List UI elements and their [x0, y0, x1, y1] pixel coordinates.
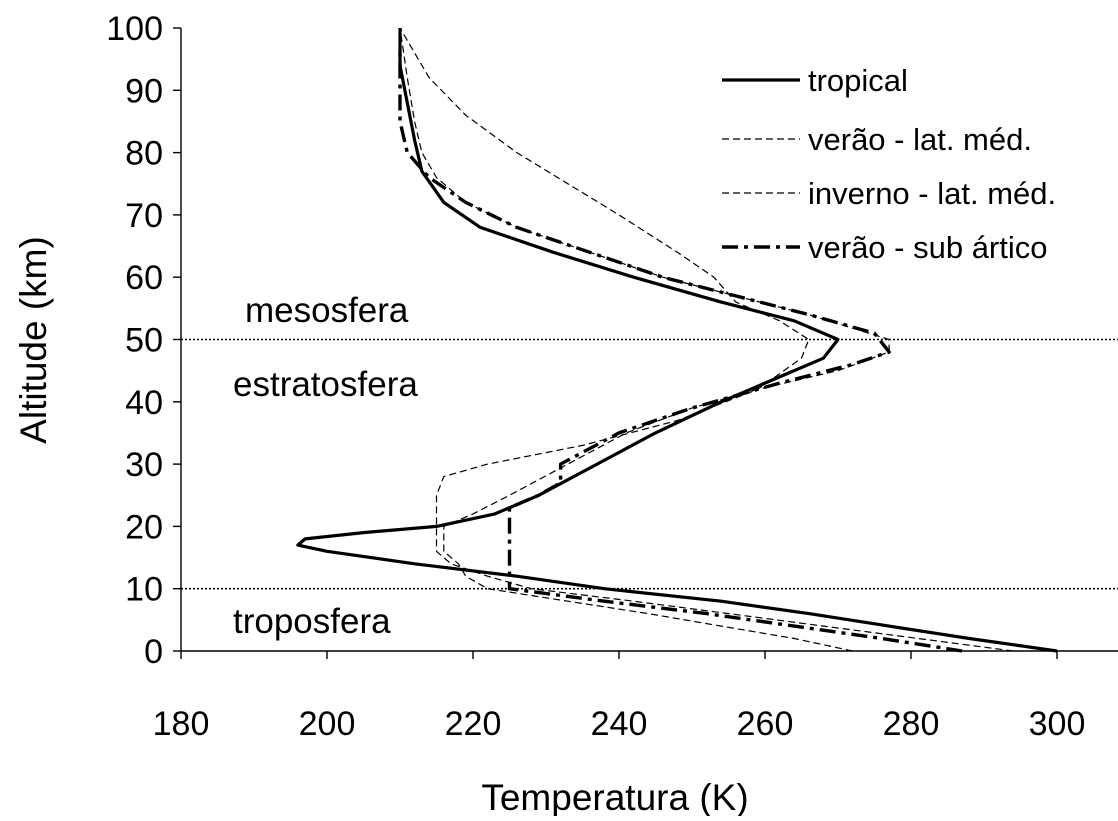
y-axis-label: Altitude (km)	[13, 236, 54, 444]
x-tick-label: 300	[1029, 705, 1086, 743]
x-tick-label: 220	[445, 705, 502, 743]
legend-label: verão - sub ártico	[808, 230, 1048, 265]
x-tick-label: 280	[883, 705, 940, 743]
series-line-4	[398, 52, 963, 653]
y-tick-label: 50	[125, 322, 163, 360]
axes: 0 10 20 30 40 50 60 70 80 90 100 180 200 220 240 260 280…	[106, 10, 1118, 743]
y-tick-label: 30	[125, 446, 163, 484]
region-label: troposfera	[233, 602, 391, 641]
reference-lines	[181, 338, 1118, 590]
y-tick-label: 40	[125, 384, 163, 422]
y-tick-label: 70	[125, 197, 163, 235]
series-line-3	[399, 27, 890, 652]
y-tick-label: 60	[125, 259, 163, 297]
y-tick-label: 90	[125, 72, 163, 110]
series-lines	[296, 27, 1058, 653]
legend-label: tropical	[808, 63, 908, 98]
y-tick-label: 20	[125, 508, 163, 546]
y-tick-label: 10	[125, 571, 163, 609]
legend-label: inverno - lat. méd.	[808, 176, 1056, 211]
y-tick-label: 0	[144, 633, 163, 671]
x-tick-label: 260	[737, 705, 794, 743]
series-line-1	[296, 28, 1058, 653]
region-label: mesosfera	[245, 291, 409, 330]
legend-label: verão - lat. méd.	[808, 122, 1032, 157]
region-annotations: mesosfera estratosfera troposfera	[233, 291, 418, 641]
x-tick-label: 200	[299, 705, 356, 743]
region-label: estratosfera	[233, 365, 418, 404]
y-tick-label: 100	[106, 10, 163, 48]
x-tick-label: 240	[591, 705, 648, 743]
y-tick-label: 80	[125, 135, 163, 173]
x-axis-label: Temperatura (K)	[481, 777, 748, 816]
series-line-2	[399, 27, 1014, 652]
legend: tropical verão - lat. méd. inverno - lat. …	[722, 63, 1056, 265]
x-tick-label: 180	[153, 705, 210, 743]
